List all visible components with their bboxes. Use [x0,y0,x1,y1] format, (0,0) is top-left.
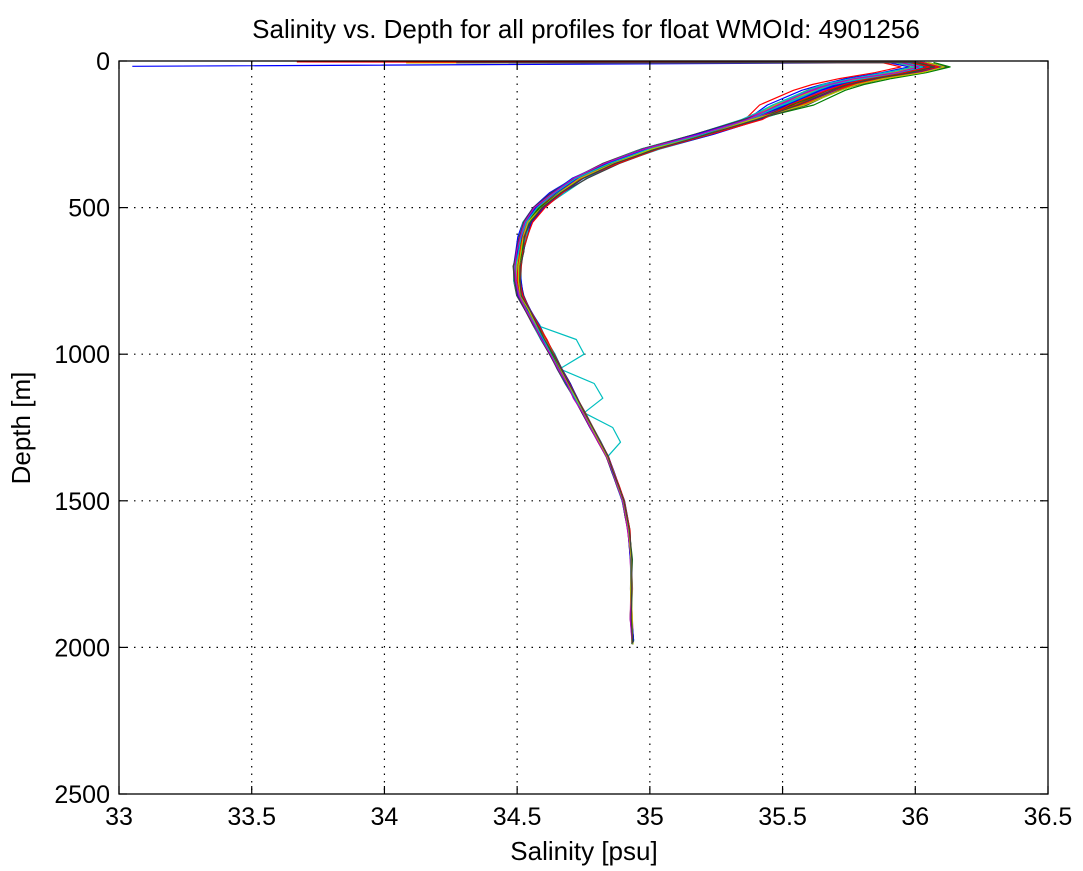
x-tick-label: 33.5 [227,803,276,831]
y-tick-label: 500 [68,195,110,223]
y-tick-label: 0 [96,48,110,76]
tick-layer: 33 33.5 34 34.5 35 35.5 36 36.5 0 500 1000 1500 2000… [54,48,1072,831]
x-tick-label: 36.5 [1024,803,1073,831]
x-tick-label: 36 [901,803,929,831]
x-tick-label: 35 [636,803,664,831]
x-tick-label: 34.5 [493,803,542,831]
x-tick-label: 33 [105,803,133,831]
x-axis-label: Salinity [psu] [510,836,657,866]
y-tick-label: 1500 [54,488,110,516]
profile-line [456,61,936,644]
x-tick-label: 34 [371,803,399,831]
profile-line [514,61,920,644]
y-axis-label: Depth [m] [6,372,36,485]
chart-title: Salinity vs. Depth for all profiles for … [252,14,920,44]
y-tick-label: 2000 [54,634,110,662]
plot-frame [118,60,1049,795]
profiles-layer [132,61,951,645]
y-tick-label: 1000 [54,341,110,369]
x-tick-label: 35.5 [758,803,807,831]
y-tick-label: 2500 [54,781,110,809]
